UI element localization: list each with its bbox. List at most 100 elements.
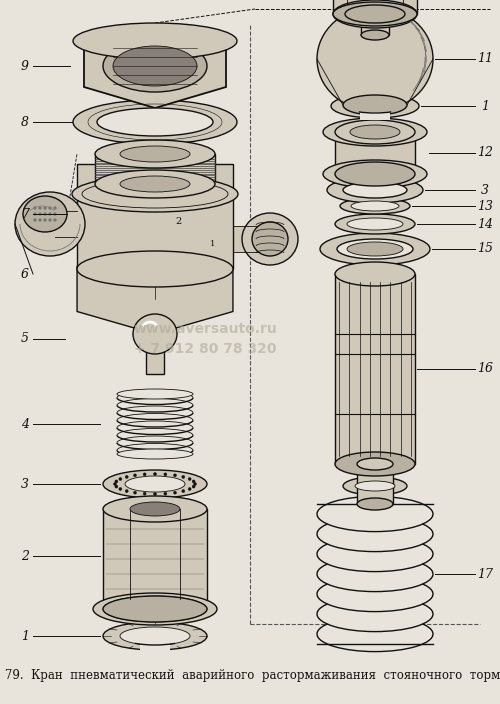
Ellipse shape (34, 218, 36, 222)
Ellipse shape (154, 493, 156, 496)
Ellipse shape (73, 100, 237, 144)
Bar (335, 132, 415, 174)
Ellipse shape (188, 477, 191, 481)
Ellipse shape (182, 475, 185, 479)
Ellipse shape (103, 40, 207, 92)
Ellipse shape (355, 481, 395, 491)
Ellipse shape (97, 108, 213, 136)
Ellipse shape (143, 492, 146, 495)
Bar (95, 154, 215, 184)
Bar (77, 164, 233, 269)
Ellipse shape (317, 7, 433, 111)
Ellipse shape (323, 118, 427, 146)
Ellipse shape (103, 470, 207, 498)
Ellipse shape (174, 474, 176, 477)
Text: 7: 7 (21, 208, 29, 220)
Ellipse shape (357, 458, 393, 470)
Ellipse shape (130, 502, 180, 516)
Ellipse shape (242, 213, 298, 265)
Text: 3: 3 (21, 477, 29, 491)
Ellipse shape (345, 5, 405, 23)
Bar (231, 226, 260, 252)
Ellipse shape (48, 206, 51, 210)
Ellipse shape (323, 160, 427, 188)
Ellipse shape (335, 452, 415, 476)
Ellipse shape (361, 30, 389, 40)
Bar (333, 0, 417, 14)
Bar (77, 211, 107, 237)
Polygon shape (77, 244, 233, 334)
Ellipse shape (343, 182, 407, 198)
Bar (357, 464, 393, 504)
Text: 14: 14 (477, 218, 493, 230)
Ellipse shape (331, 94, 419, 118)
Ellipse shape (54, 206, 56, 210)
Ellipse shape (82, 180, 228, 208)
Bar (361, 11, 389, 35)
Bar (335, 274, 415, 464)
Ellipse shape (335, 262, 415, 286)
Text: 12: 12 (477, 146, 493, 160)
Ellipse shape (95, 140, 215, 168)
Ellipse shape (317, 556, 433, 591)
Ellipse shape (77, 251, 233, 287)
Text: 6: 6 (21, 268, 29, 280)
Ellipse shape (115, 480, 118, 483)
Text: 1: 1 (210, 240, 216, 248)
Ellipse shape (182, 489, 185, 493)
Ellipse shape (54, 218, 56, 222)
Ellipse shape (38, 213, 42, 215)
Ellipse shape (317, 596, 433, 631)
Text: + 7 912 80 78 320: + 7 912 80 78 320 (134, 342, 276, 356)
Ellipse shape (114, 482, 116, 486)
Ellipse shape (44, 213, 46, 215)
Ellipse shape (113, 46, 197, 86)
Ellipse shape (335, 162, 415, 186)
Ellipse shape (317, 617, 433, 652)
Ellipse shape (252, 222, 288, 256)
Ellipse shape (54, 213, 56, 215)
Ellipse shape (333, 0, 417, 28)
Ellipse shape (48, 213, 51, 215)
Ellipse shape (38, 218, 42, 222)
Text: www.aversauto.ru: www.aversauto.ru (133, 322, 277, 336)
Text: 11: 11 (477, 53, 493, 65)
Ellipse shape (103, 496, 207, 522)
Ellipse shape (93, 593, 217, 625)
Ellipse shape (34, 213, 36, 215)
Text: 2: 2 (21, 550, 29, 562)
Ellipse shape (327, 177, 423, 203)
Ellipse shape (117, 449, 193, 459)
Ellipse shape (73, 23, 237, 59)
Text: 13: 13 (477, 199, 493, 213)
Text: 16: 16 (477, 363, 493, 375)
Ellipse shape (345, 99, 405, 113)
Text: 1: 1 (481, 99, 489, 113)
Ellipse shape (143, 473, 146, 476)
Ellipse shape (34, 206, 36, 210)
Ellipse shape (72, 176, 238, 212)
Ellipse shape (119, 487, 122, 491)
Ellipse shape (115, 485, 118, 488)
Ellipse shape (38, 206, 42, 210)
Ellipse shape (188, 487, 191, 491)
Ellipse shape (335, 214, 415, 234)
Bar (140, 643, 170, 651)
Ellipse shape (164, 492, 167, 495)
Ellipse shape (103, 622, 207, 650)
Ellipse shape (134, 491, 136, 494)
Bar (103, 509, 207, 609)
Ellipse shape (333, 2, 417, 26)
Ellipse shape (44, 218, 46, 222)
Ellipse shape (357, 498, 393, 510)
Ellipse shape (125, 489, 128, 493)
Ellipse shape (119, 477, 122, 481)
Ellipse shape (194, 482, 196, 486)
Ellipse shape (134, 474, 136, 477)
Ellipse shape (48, 218, 51, 222)
Ellipse shape (351, 201, 399, 211)
Ellipse shape (343, 477, 407, 495)
Text: 1: 1 (21, 629, 29, 643)
Ellipse shape (317, 536, 433, 572)
Ellipse shape (154, 472, 156, 475)
